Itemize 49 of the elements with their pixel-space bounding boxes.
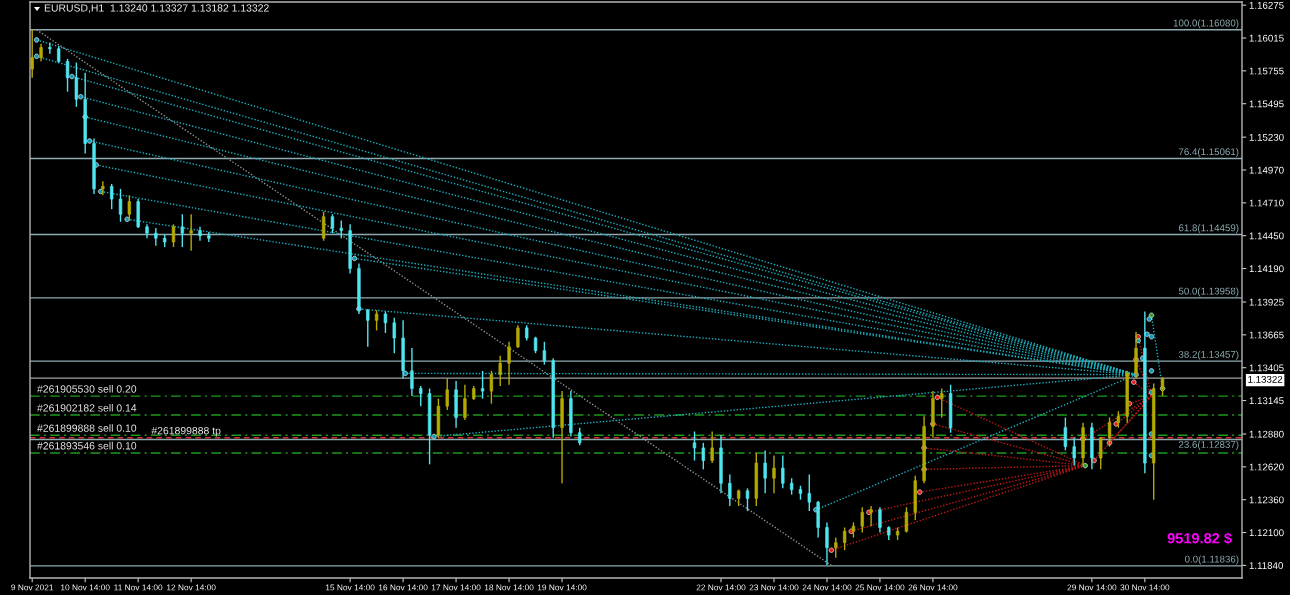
ref-line-label: 61.8(1.14459)	[1178, 224, 1239, 234]
x-tick-label: 29 Nov 14:00	[1067, 584, 1117, 591]
x-tick-label: 9 Nov 2021	[11, 584, 54, 591]
ref-line-label: 38.2(1.13457)	[1178, 350, 1239, 360]
annotation: 9519.82 $	[1167, 532, 1232, 545]
y-tick-label: 1.14450	[1249, 232, 1284, 240]
x-tick-label: 17 Nov 14:00	[431, 584, 481, 591]
y-tick-label: 1.13145	[1249, 397, 1284, 405]
x-tick-label: 19 Nov 14:00	[537, 584, 587, 591]
y-tick-label: 1.13405	[1249, 364, 1284, 372]
x-tick-label: 12 Nov 14:00	[167, 584, 216, 591]
x-tick-label: 25 Nov 14:00	[855, 584, 905, 591]
y-tick-label: 1.12360	[1249, 496, 1284, 504]
y-tick-label: 1.16275	[1249, 1, 1284, 9]
y-tick-label: 1.13665	[1249, 331, 1284, 339]
y-tick-label: 1.14190	[1249, 265, 1284, 273]
x-tick-label: 15 Nov 14:00	[325, 584, 375, 591]
chart-title: EURUSD,H1 1.13240 1.13327 1.13182 1.13322	[44, 4, 269, 13]
x-tick-label: 26 Nov 14:00	[908, 584, 958, 591]
y-tick-label: 1.14710	[1249, 199, 1284, 207]
x-tick-label: 24 Nov 14:00	[802, 584, 852, 591]
ref-line-label: #261899888 sell 0.10	[37, 424, 137, 432]
x-tick-label: 23 Nov 14:00	[749, 584, 799, 591]
ref-line-label: #261893546 sell 0.10	[37, 441, 137, 450]
ref-line-label: 76.4(1.15061)	[1178, 148, 1239, 158]
y-tick-label: 1.14970	[1249, 166, 1284, 174]
x-tick-label: 10 Nov 14:00	[61, 584, 110, 591]
y-tick-label: 1.12880	[1249, 430, 1284, 438]
text: 1.13322	[1248, 375, 1283, 383]
y-tick-label: 1.15495	[1249, 100, 1284, 108]
x-tick-label: 11 Nov 14:00	[114, 584, 163, 591]
ref-line-label: 50.0(1.13958)	[1178, 287, 1239, 297]
x-tick-label: 30 Nov 14:00	[1120, 584, 1170, 591]
x-tick-label: 16 Nov 14:00	[378, 584, 428, 591]
y-tick-label: 1.12100	[1249, 529, 1284, 537]
ref-line-label: #261899888 tp	[151, 426, 221, 437]
ref-line-label: 0.0(1.11836)	[1184, 555, 1239, 565]
ref-line-label: 100.0(1.16080)	[1173, 19, 1239, 29]
x-tick-label: 18 Nov 14:00	[484, 584, 534, 591]
y-tick-label: 1.15755	[1249, 67, 1284, 75]
y-tick-label: 1.16015	[1249, 34, 1284, 42]
ref-line-label: 23.6(1.12837)	[1178, 440, 1239, 450]
x-tick-label: 22 Nov 14:00	[696, 584, 746, 591]
ref-line-label: #261902182 sell 0.14	[37, 403, 137, 412]
ref-line-label: #261905530 sell 0.20	[37, 385, 137, 393]
y-tick-label: 1.13925	[1249, 298, 1284, 306]
y-tick-label: 1.12620	[1249, 463, 1284, 471]
y-tick-label: 1.11840	[1249, 562, 1283, 569]
y-tick-label: 1.15230	[1249, 133, 1284, 141]
